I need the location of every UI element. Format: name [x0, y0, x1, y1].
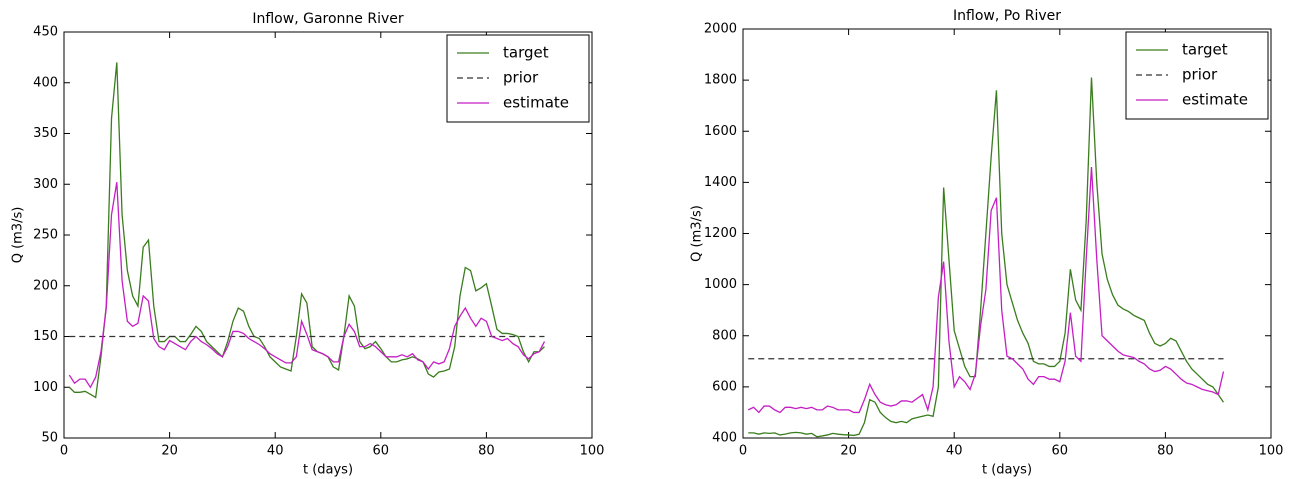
x-tick-label: 40: [946, 444, 963, 459]
y-tick-label: 1400: [704, 175, 737, 190]
x-tick-label: 20: [161, 444, 178, 459]
y-tick-label: 150: [33, 329, 58, 344]
plot-frame: [63, 31, 593, 439]
x-tick-label: 20: [840, 444, 857, 459]
y-tick-label: 800: [712, 328, 737, 343]
y-tick-label: 2000: [704, 22, 737, 37]
y-tick-label: 600: [712, 379, 737, 394]
x-tick-label: 40: [267, 444, 284, 459]
y-tick-label: 300: [33, 177, 58, 192]
legend: target prior estimate: [1125, 31, 1269, 120]
x-tick-label: 80: [1157, 444, 1174, 459]
legend-label: target: [1182, 41, 1228, 59]
series-line: [747, 167, 1225, 414]
x-axis-label: t (days): [303, 463, 353, 478]
chart-title: Inflow, Po River: [953, 8, 1061, 24]
y-axis-label: Q (m3/s): [690, 205, 705, 262]
legend-label: estimate: [1182, 91, 1248, 109]
plot: Inflow, Po River t (days) Q (m3/s) 0 20 40 60 8…: [690, 8, 1284, 478]
legend-label: target: [503, 44, 549, 62]
y-tick-label: 100: [33, 380, 58, 395]
series-line: [68, 182, 546, 389]
plot: Inflow, Garonne River t (days) Q (m3/s) 0 20…: [11, 11, 605, 478]
x-axis-label: t (days): [982, 463, 1032, 478]
x-tick-label: 0: [739, 444, 747, 459]
x-tick-label: 100: [1259, 444, 1284, 459]
series-line: [748, 77, 1225, 438]
y-tick-label: 200: [33, 278, 58, 293]
x-tick-label: 100: [580, 444, 605, 459]
y-tick-label: 450: [33, 25, 58, 40]
y-tick-label: 400: [712, 431, 737, 446]
x-tick-label: 0: [60, 444, 68, 459]
legend-label: prior: [1182, 66, 1218, 84]
legend-label: prior: [503, 69, 539, 87]
y-tick-label: 1600: [704, 124, 737, 139]
y-tick-label: 1000: [704, 277, 737, 292]
legend-label: estimate: [503, 94, 569, 112]
y-tick-label: 250: [33, 228, 58, 243]
y-tick-label: 400: [33, 75, 58, 90]
x-tick-label: 60: [373, 444, 390, 459]
chart-title: Inflow, Garonne River: [252, 11, 404, 27]
x-tick-label: 80: [478, 444, 495, 459]
series-line: [68, 62, 545, 399]
y-tick-label: 50: [41, 431, 58, 446]
legend: target prior estimate: [446, 34, 590, 123]
x-tick-label: 60: [1052, 444, 1069, 459]
y-axis-label: Q (m3/s): [11, 207, 26, 264]
y-tick-label: 1800: [704, 73, 737, 88]
y-tick-label: 350: [33, 126, 58, 141]
y-tick-label: 1200: [704, 226, 737, 241]
plot-frame: [742, 28, 1272, 439]
